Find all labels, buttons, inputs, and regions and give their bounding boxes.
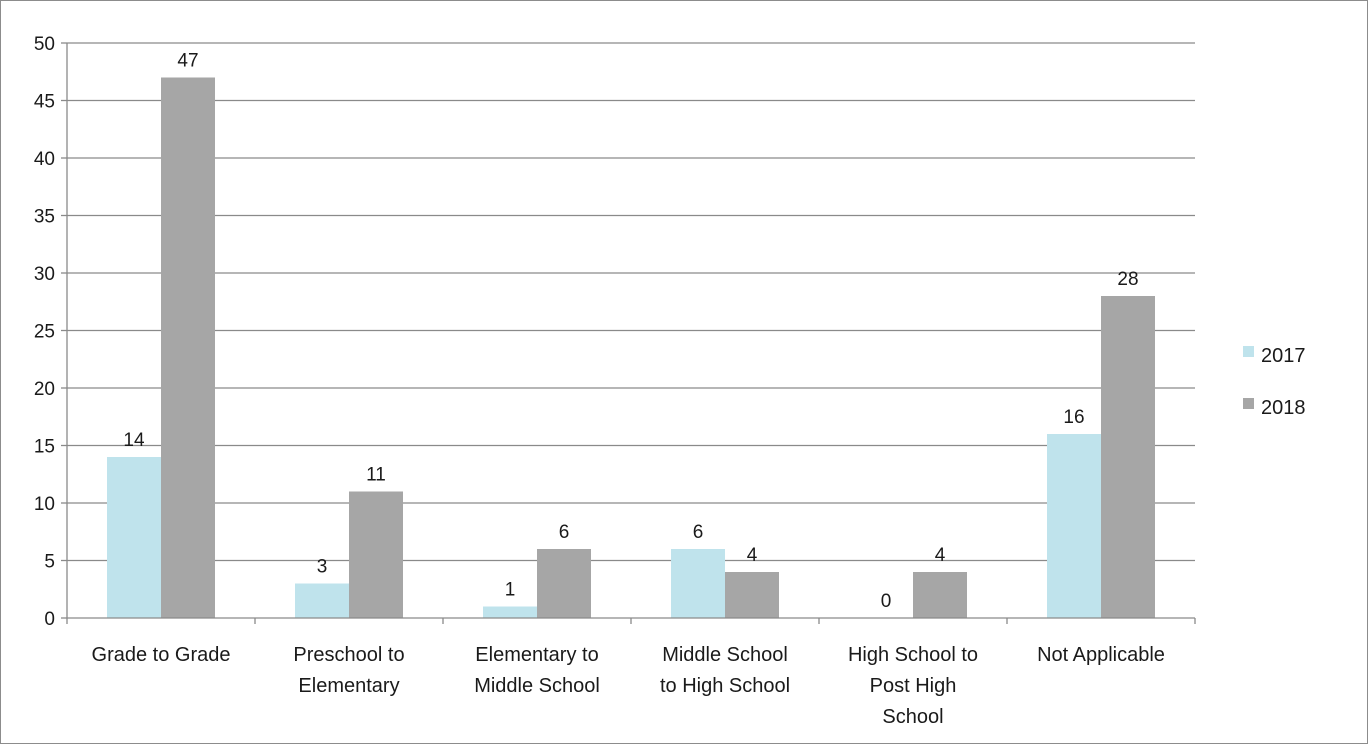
data-label-2017-2: 1 — [505, 580, 516, 601]
y-tick-label: 5 — [44, 552, 55, 573]
data-label-2018-4: 4 — [935, 545, 946, 566]
y-tick-label: 35 — [34, 207, 55, 228]
x-tick-label: Middle School — [662, 644, 788, 666]
bar-2018-0 — [161, 77, 215, 618]
x-tick-label: High School to — [848, 644, 978, 666]
x-tick-label: Middle School — [474, 675, 600, 697]
data-label-2018-0: 47 — [177, 51, 198, 72]
data-label-2017-4: 0 — [881, 591, 892, 612]
y-axis: 0 5 10 15 20 25 30 35 40 45 50 — [34, 34, 68, 630]
bar-2018-4 — [913, 572, 967, 618]
data-label-2017-0: 14 — [123, 430, 145, 451]
legend: 2017 2018 — [1243, 345, 1306, 419]
data-label-2018-1: 11 — [366, 465, 386, 486]
bar-2018-1 — [349, 491, 403, 618]
x-tick-label: Elementary to — [475, 644, 598, 666]
y-tick-label: 40 — [34, 149, 55, 170]
x-tick-label: Grade to Grade — [92, 644, 231, 666]
x-tick-label: School — [882, 706, 943, 728]
y-tick-label: 25 — [34, 322, 55, 343]
y-tick-label: 50 — [34, 34, 55, 55]
y-tick-label: 30 — [34, 264, 55, 285]
legend-swatch-2018 — [1243, 398, 1254, 409]
data-label-2017-1: 3 — [317, 557, 328, 578]
y-tick-label: 45 — [34, 92, 55, 113]
x-tick-label: Not Applicable — [1037, 644, 1165, 666]
x-tick-label: to High School — [660, 675, 790, 697]
x-tick-label: Elementary — [298, 675, 399, 697]
y-tick-label: 10 — [34, 494, 55, 515]
data-label-2018-5: 28 — [1117, 269, 1138, 290]
bars — [107, 77, 1155, 618]
y-tick-label: 20 — [34, 379, 55, 400]
x-axis: Grade to Grade Preschool to Elementary Elem… — [66, 617, 1196, 728]
data-label-2017-5: 16 — [1063, 407, 1084, 428]
legend-label-2018: 2018 — [1261, 397, 1306, 419]
data-label-2018-2: 6 — [559, 522, 570, 543]
x-tick-label: Preschool to — [293, 644, 404, 666]
bar-2017-1 — [295, 583, 349, 618]
bar-2018-2 — [537, 549, 591, 618]
legend-swatch-2017 — [1243, 346, 1254, 357]
bar-2017-5 — [1047, 434, 1101, 618]
data-label-2017-3: 6 — [693, 522, 704, 543]
y-tick-label: 15 — [34, 437, 55, 458]
data-label-2018-3: 4 — [747, 545, 758, 566]
y-tick-label: 0 — [44, 609, 55, 630]
bar-2018-3 — [725, 572, 779, 618]
bar-2017-3 — [671, 549, 725, 618]
bar-2017-0 — [107, 457, 161, 618]
legend-label-2017: 2017 — [1261, 345, 1306, 367]
x-tick-label: Post High — [870, 675, 957, 697]
gridlines — [67, 42, 1195, 562]
bar-2017-2 — [483, 606, 537, 618]
bar-2018-5 — [1101, 296, 1155, 618]
